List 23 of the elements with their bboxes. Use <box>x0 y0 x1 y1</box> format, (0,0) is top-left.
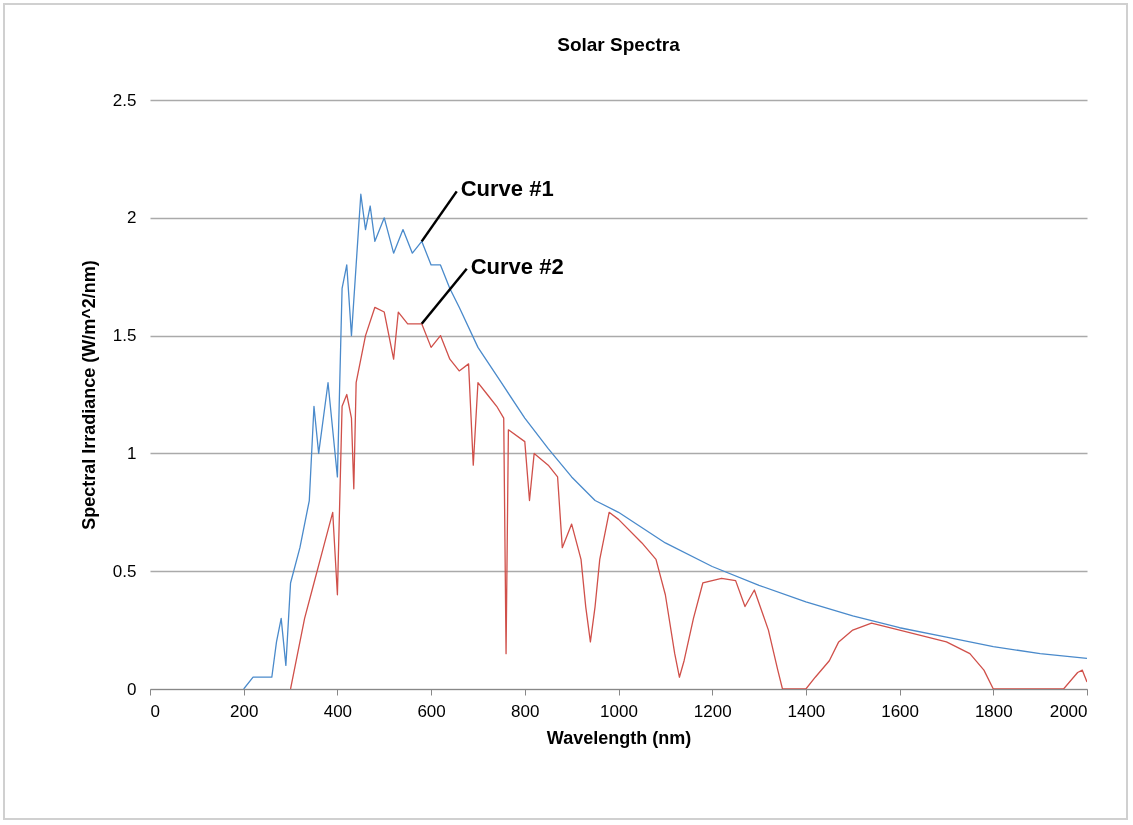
text: Curve #2 <box>470 253 564 279</box>
x-axis-title: Wavelength (nm) <box>546 727 692 748</box>
y-axis-title: Spectral Irradiance (W/m^2/nm) <box>78 260 99 530</box>
x-tick-label: 200 <box>230 701 259 721</box>
x-tick-label: 800 <box>511 701 540 721</box>
y-tick-label: 1.5 <box>112 326 137 346</box>
chart-title: Solar Spectra <box>557 34 681 55</box>
x-tick-label: 400 <box>323 701 353 721</box>
y-tick-label: 0 <box>127 679 137 699</box>
x-tick-label: 2000 <box>1049 701 1088 721</box>
x-tick-label: 1000 <box>600 701 638 721</box>
x-tick-label: 1200 <box>693 701 732 721</box>
y-tick-label: 0.5 <box>112 561 137 581</box>
y-tick-label: 2 <box>127 208 137 228</box>
line-series <box>289 306 1087 689</box>
y-tick-label: 1 <box>127 443 137 463</box>
x-tick-label: 1800 <box>974 701 1013 721</box>
x-tick-label: 1400 <box>787 701 826 721</box>
x-tick-label: 600 <box>417 701 446 721</box>
y-tick-label: 2.5 <box>112 90 137 110</box>
x-tick-label: 1600 <box>881 701 920 721</box>
x-tick-label: 0 <box>150 701 160 721</box>
text: Curve #1 <box>460 176 554 202</box>
